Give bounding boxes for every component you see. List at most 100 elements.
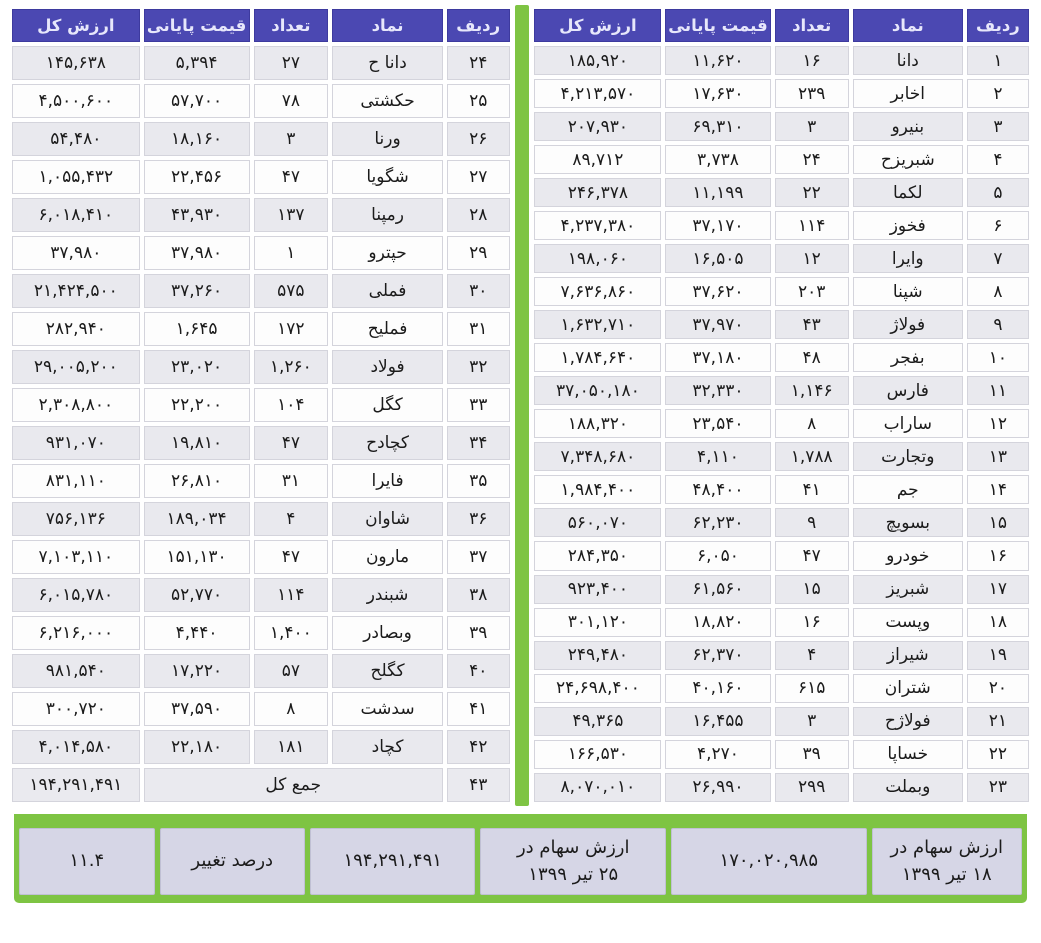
- cell-symbol: فولاژ: [852, 310, 963, 340]
- cell-count: ۳: [774, 706, 849, 736]
- cell-total-value: ۴,۵۰۰,۶۰۰: [12, 84, 140, 118]
- cell-closing-price: ۵۲,۷۷۰: [143, 578, 250, 612]
- cell-row-number: ۳۶: [446, 502, 510, 536]
- cell-symbol: شاوان: [332, 502, 443, 536]
- cell-symbol: شتران: [852, 673, 963, 703]
- cell-count: ۱,۴۰۰: [253, 616, 329, 650]
- cell-count: ۲۷: [253, 46, 329, 80]
- table-row: ۹ فولاژ ۴۳ ۳۷,۹۷۰ ۱,۶۳۲,۷۱۰: [534, 310, 1029, 340]
- cell-count: ۷۸: [253, 84, 329, 118]
- column-header-symbol: نماد: [852, 9, 963, 42]
- cell-count: ۴۱: [774, 475, 849, 505]
- cell-count: ۲۲: [774, 178, 849, 208]
- cell-row-number: ۳۳: [446, 388, 510, 422]
- cell-closing-price: ۳۷,۶۲۰: [665, 277, 771, 307]
- column-header-symbol: نماد: [332, 9, 443, 42]
- table-row: ۲۹ حپترو ۱ ۳۷,۹۸۰ ۳۷,۹۸۰: [12, 236, 510, 270]
- cell-symbol: ورنا: [332, 122, 443, 156]
- cell-closing-price: ۶۱,۵۶۰: [665, 574, 771, 604]
- cell-total-value: ۲۱,۴۲۴,۵۰۰: [12, 274, 140, 308]
- cell-row-number: ۴۳: [446, 768, 510, 802]
- cell-count: ۴۷: [253, 540, 329, 574]
- column-header-row-number: ردیف: [966, 9, 1029, 42]
- cell-closing-price: ۱۶,۵۰۵: [665, 244, 771, 274]
- cell-symbol: وبملت: [852, 772, 963, 802]
- table-row: ۲۶ ورنا ۳ ۱۸,۱۶۰ ۵۴,۴۸۰: [12, 122, 510, 156]
- cell-total-value: ۱۹۸,۰۶۰: [534, 244, 662, 274]
- column-header-total-value: ارزش کل: [534, 9, 662, 42]
- table-row: ۳ بنیرو ۳ ۶۹,۳۱۰ ۲۰۷,۹۳۰: [534, 112, 1029, 142]
- cell-symbol: دانا: [852, 46, 963, 76]
- cell-symbol: فملی: [332, 274, 443, 308]
- cell-row-number: ۷: [966, 244, 1029, 274]
- cell-total-value: ۱۸۸,۳۲۰: [534, 409, 662, 439]
- stock-value-date-25-amount: ۱۹۴,۲۹۱,۴۹۱: [309, 828, 476, 895]
- percent-change-value: ۱۱.۴: [19, 828, 155, 895]
- cell-row-number: ۲۵: [446, 84, 510, 118]
- summary-row: ارزش سهام در ۱۸ تیر ۱۳۹۹ ۱۷۰,۰۲۰,۹۸۵ ارز…: [19, 828, 1022, 895]
- table-row: ۲۷ شگویا ۴۷ ۲۲,۴۵۶ ۱,۰۵۵,۴۳۲: [12, 160, 510, 194]
- cell-symbol: دانا ح: [332, 46, 443, 80]
- cell-count: ۲۰۳: [774, 277, 849, 307]
- cell-total-value: ۲۴,۶۹۸,۴۰۰: [534, 673, 662, 703]
- cell-count: ۱۱۴: [774, 211, 849, 241]
- cell-total-value: ۳۷,۹۸۰: [12, 236, 140, 270]
- cell-closing-price: ۴,۴۴۰: [143, 616, 250, 650]
- table-row: ۳۴ کچادح ۴۷ ۱۹,۸۱۰ ۹۳۱,۰۷۰: [12, 426, 510, 460]
- cell-count: ۱,۱۴۶: [774, 376, 849, 406]
- table-row: ۴۰ کگلح ۵۷ ۱۷,۲۲۰ ۹۸۱,۵۴۰: [12, 654, 510, 688]
- cell-closing-price: ۵,۳۹۴: [143, 46, 250, 80]
- cell-symbol: شیراز: [852, 640, 963, 670]
- stock-value-date-18-label-line2: ۱۸ تیر ۱۳۹۹: [901, 863, 992, 885]
- cell-row-number: ۱۸: [966, 607, 1029, 637]
- table-row: ۳۸ شبندر ۱۱۴ ۵۲,۷۷۰ ۶,۰۱۵,۷۸۰: [12, 578, 510, 612]
- column-header-closing-price: قیمت پایانی: [143, 9, 250, 42]
- tables-area: ردیف نماد تعداد قیمت پایانی ارزش کل ۱ دان…: [12, 5, 1029, 806]
- table-row: ۴ شبریزح ۲۴ ۳,۷۳۸ ۸۹,۷۱۲: [534, 145, 1029, 175]
- cell-row-number: ۴: [966, 145, 1029, 175]
- cell-count: ۲۴: [774, 145, 849, 175]
- cell-closing-price: ۲۶,۸۱۰: [143, 464, 250, 498]
- cell-symbol: فملیح: [332, 312, 443, 346]
- cell-row-number: ۵: [966, 178, 1029, 208]
- cell-count: ۸: [253, 692, 329, 726]
- cell-closing-price: ۲۳,۵۴۰: [665, 409, 771, 439]
- cell-closing-price: ۶۲,۲۳۰: [665, 508, 771, 538]
- cell-count: ۳: [774, 112, 849, 142]
- cell-count: ۱۰۴: [253, 388, 329, 422]
- cell-row-number: ۳۸: [446, 578, 510, 612]
- cell-symbol: وپست: [852, 607, 963, 637]
- cell-total-value: ۸۳۱,۱۱۰: [12, 464, 140, 498]
- cell-symbol: رمپنا: [332, 198, 443, 232]
- table-row: ۱۶ خودرو ۴۷ ۶,۰۵۰ ۲۸۴,۳۵۰: [534, 541, 1029, 571]
- table-row: ۳۶ شاوان ۴ ۱۸۹,۰۳۴ ۷۵۶,۱۳۶: [12, 502, 510, 536]
- cell-count: ۹: [774, 508, 849, 538]
- cell-count: ۱۶: [774, 607, 849, 637]
- cell-row-number: ۱۳: [966, 442, 1029, 472]
- cell-row-number: ۲۳: [966, 772, 1029, 802]
- percent-change-label: درصد تغییر: [159, 828, 305, 895]
- cell-total-value: ۷۵۶,۱۳۶: [12, 502, 140, 536]
- cell-count: ۲۹۹: [774, 772, 849, 802]
- cell-count: ۱۱۴: [253, 578, 329, 612]
- table-row: ۸ شپنا ۲۰۳ ۳۷,۶۲۰ ۷,۶۳۶,۸۶۰: [534, 277, 1029, 307]
- table-row: ۲۲ خساپا ۳۹ ۴,۲۷۰ ۱۶۶,۵۳۰: [534, 739, 1029, 769]
- cell-count: ۵۷: [253, 654, 329, 688]
- cell-closing-price: ۴۸,۴۰۰: [665, 475, 771, 505]
- table-row: ۲۵ حکشتی ۷۸ ۵۷,۷۰۰ ۴,۵۰۰,۶۰۰: [12, 84, 510, 118]
- cell-total-value: ۲۹,۰۰۵,۲۰۰: [12, 350, 140, 384]
- stock-value-date-25-label-line1: ارزش سهام در: [516, 837, 630, 859]
- table-row: ۲ اخابر ۲۳۹ ۱۷,۶۳۰ ۴,۲۱۳,۵۷۰: [534, 79, 1029, 109]
- cell-total-value: ۲,۳۰۸,۸۰۰: [12, 388, 140, 422]
- table-row: ۱۲ ساراب ۸ ۲۳,۵۴۰ ۱۸۸,۳۲۰: [534, 409, 1029, 439]
- cell-total-value: ۶,۰۱۸,۴۱۰: [12, 198, 140, 232]
- cell-count: ۵۷۵: [253, 274, 329, 308]
- cell-closing-price: ۳۷,۹۸۰: [143, 236, 250, 270]
- cell-total-value: ۵۴,۴۸۰: [12, 122, 140, 156]
- cell-total-value: ۳۰۰,۷۲۰: [12, 692, 140, 726]
- cell-total-value: ۸,۰۷۰,۰۱۰: [534, 772, 662, 802]
- table-row: ۳۹ وبصادر ۱,۴۰۰ ۴,۴۴۰ ۶,۲۱۶,۰۰۰: [12, 616, 510, 650]
- cell-closing-price: ۲۲,۱۸۰: [143, 730, 250, 764]
- cell-symbol: وبصادر: [332, 616, 443, 650]
- cell-row-number: ۳۵: [446, 464, 510, 498]
